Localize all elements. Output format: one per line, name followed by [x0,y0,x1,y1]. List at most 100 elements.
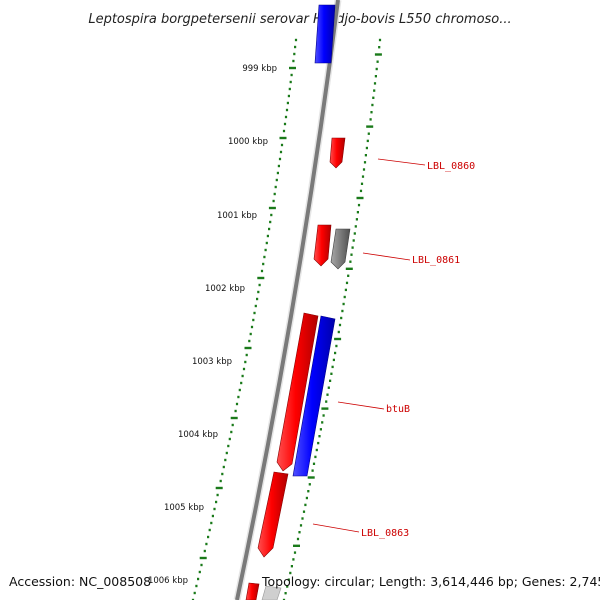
ruler-minor-tick [286,101,289,105]
ruler-minor-tick [315,448,318,452]
ruler-minor-tick [280,143,284,147]
ruler-minor-tick [235,402,239,406]
ruler-minor-tick [292,558,295,561]
ruler-minor-tick [257,290,260,294]
gene-lbl-0861[interactable] [313,224,332,267]
ruler-minor-tick [363,161,367,164]
ruler-minor-tick [327,386,330,389]
ruler-minor-tick [330,372,333,375]
ruler-minor-tick [253,311,256,315]
gene-label-lbl-0861[interactable]: LBL_0861 [412,255,460,266]
ruler-minor-tick [208,528,211,532]
ruler-major-tick [345,267,353,270]
ruler-major-tick [230,416,238,420]
ruler-minor-tick [322,414,325,417]
ruler-minor-tick [216,493,219,497]
ruler-minor-tick [373,89,376,92]
ruler-minor-tick [307,490,310,493]
ruler-minor-tick [286,585,289,588]
kbp-label: 1004 kbp [178,430,218,440]
ruler-minor-tick [213,507,216,511]
gene-btub[interactable] [292,315,336,477]
ruler-minor-tick [287,94,290,98]
ruler-major-tick [279,136,287,140]
gene-label-lbl-0863[interactable]: LBL_0863 [361,528,409,539]
gene-reverse[interactable] [314,4,336,64]
ruler-minor-tick [225,451,228,455]
gene-partial-gray[interactable] [261,585,282,600]
ruler-minor-tick [374,75,377,78]
ruler-minor-tick [353,232,356,235]
ruler-minor-tick [228,437,231,441]
ruler-minor-tick [285,108,289,112]
ruler-minor-tick [193,591,196,595]
ruler-minor-tick [234,409,237,413]
ruler-minor-tick [351,246,354,249]
ruler-minor-tick [268,227,271,231]
ruler-minor-tick [221,472,224,476]
ruler-minor-tick [248,339,251,343]
ruler-minor-tick [254,304,257,308]
ruler-minor-tick [299,524,303,527]
ruler-minor-tick [371,103,374,107]
gene-lbl-0860[interactable] [329,137,346,169]
ruler-minor-tick [287,578,290,581]
ruler-minor-tick [238,388,241,392]
gene-lbl-0863[interactable] [257,471,289,558]
ruler-minor-tick [276,171,279,175]
ruler-major-tick [257,276,265,280]
ruler-major-tick [321,407,329,410]
ruler-minor-tick [301,517,304,520]
ruler-minor-tick [290,73,293,77]
ruler-minor-tick [250,325,254,329]
ruler-minor-tick [294,38,298,42]
ruler-minor-tick [366,139,369,143]
ruler-minor-tick [370,111,373,114]
ruler-minor-tick [355,218,358,221]
ruler-minor-tick [361,175,365,178]
ruler-minor-tick [314,455,317,459]
gene-label-lbl-0860[interactable]: LBL_0860 [427,161,475,172]
gene-forward-long[interactable] [276,312,319,472]
ruler-minor-tick [241,374,244,378]
ruler-minor-tick [205,542,208,546]
ruler-minor-tick [273,192,276,196]
ruler-minor-tick [337,330,340,334]
ruler-minor-tick [326,393,329,396]
ruler-minor-tick [376,60,379,63]
ruler-minor-tick [365,146,368,150]
ruler-minor-tick [290,565,293,568]
ruler-minor-tick [350,253,353,256]
ruler-minor-tick [375,67,378,71]
ruler-minor-tick [302,510,306,513]
ruler-minor-tick [294,45,297,49]
gene-leaders [312,158,426,533]
kbp-label: 1003 kbp [192,357,232,367]
map-title: Leptospira borgpetersenii serovar Hardjo… [88,12,511,27]
accession-text: Accession: NC_008508 [9,574,152,589]
ruler-minor-tick [252,318,255,322]
gene-partial-red[interactable] [245,582,260,600]
gene-labels: LBL_0860 LBL_0861 btuB LBL_0863 [361,161,475,539]
ruler-minor-tick [210,521,213,525]
gene-label-btub[interactable]: btuB [386,404,410,415]
ruler-minor-tick [283,122,287,126]
ruler-minor-tick [275,178,278,182]
ruler-minor-tick [378,38,382,42]
ruler-minor-tick [219,479,222,483]
ruler-minor-tick [298,531,301,534]
gene-gray[interactable] [330,228,351,270]
ruler-minor-tick [200,563,203,567]
ruler-minor-tick [293,52,296,56]
ruler-major-tick [244,346,252,350]
ruler-minor-tick [215,500,218,504]
ruler-minor-tick [360,182,364,185]
ruler-minor-tick [304,503,307,507]
ruler-minor-tick [231,423,234,427]
ruler-minor-tick [265,241,268,245]
ruler-major-tick [215,486,223,490]
ruler-minor-tick [367,132,370,135]
ruler-minor-tick [311,469,314,472]
ruler-minor-tick [340,316,343,320]
ruler-right [282,38,382,600]
